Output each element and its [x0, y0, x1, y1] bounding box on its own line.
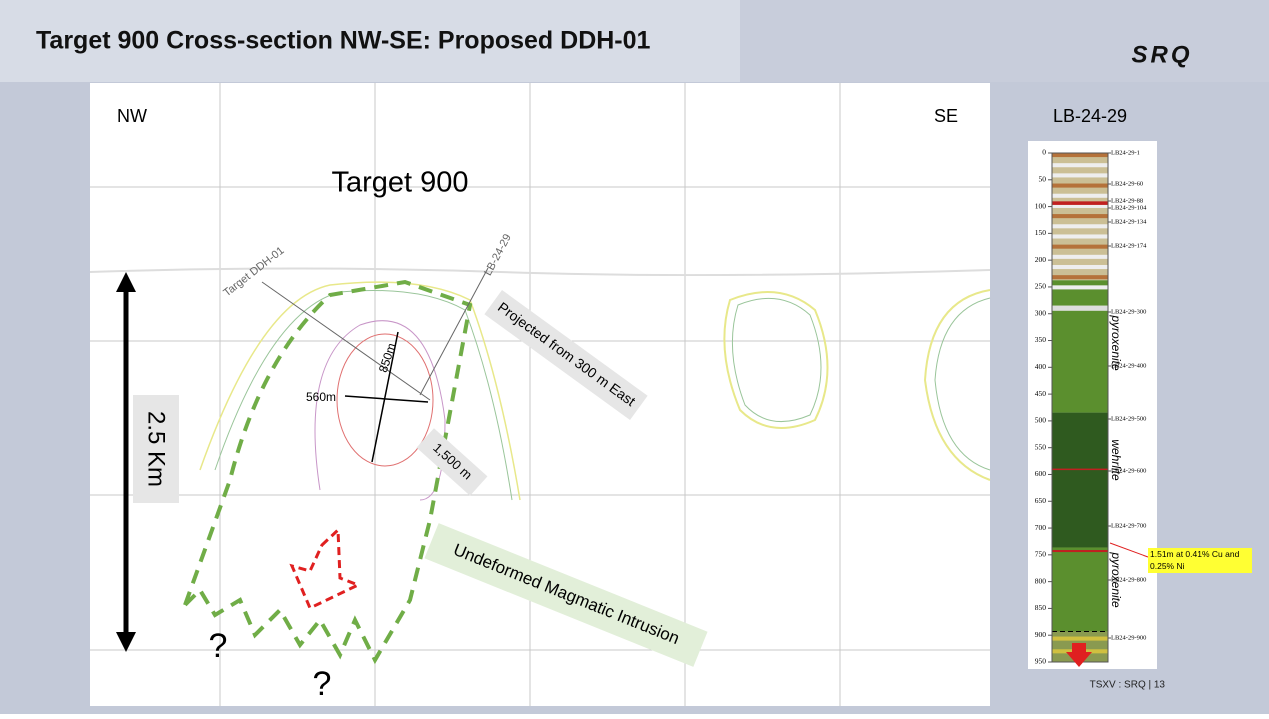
sample-label: LB24-29-134	[1111, 218, 1147, 225]
log-layer	[1052, 547, 1108, 632]
log-column: 0 50 100 150 200 250 300 350 400 450 500 550 600 650 7…	[1035, 148, 1147, 666]
log-layer	[1052, 264, 1108, 270]
log-layer	[1052, 244, 1108, 249]
contour	[934, 297, 991, 471]
depth-label: 150	[1035, 228, 1047, 237]
log-layer	[1052, 183, 1108, 188]
intercept-note: 1.51m at 0.41% Cu and 0.25% Ni	[1150, 549, 1240, 571]
section-panel	[90, 83, 990, 706]
sample-label: LB24-29-700	[1111, 522, 1146, 529]
log-layer	[1052, 305, 1108, 311]
scale-label: 2.5 Km	[143, 411, 170, 487]
log-layer	[1052, 163, 1108, 168]
contour	[336, 333, 434, 467]
depth-label: 200	[1035, 255, 1047, 264]
unit-label: pyroxenite	[1109, 314, 1123, 371]
sample-label: LB24-29-800	[1111, 576, 1146, 583]
log-layer	[1052, 224, 1108, 229]
drill-trace	[419, 267, 489, 396]
intercept-pointer	[1109, 542, 1149, 558]
depth-label: 750	[1035, 550, 1047, 559]
scale-box	[133, 395, 179, 503]
scale-arrowhead	[116, 272, 136, 292]
depth-label: 950	[1035, 657, 1047, 666]
depth-label: 350	[1035, 335, 1047, 344]
log-layer	[1052, 550, 1108, 553]
sample-label: LB24-29-600	[1111, 467, 1146, 474]
title: Target 900 Cross-section NW-SE: Proposed…	[36, 27, 651, 55]
log-layer	[1052, 275, 1108, 280]
depth-label: 300	[1035, 308, 1047, 317]
log-layer	[1052, 280, 1108, 306]
contour	[923, 289, 991, 481]
continue-arrow	[1066, 643, 1092, 667]
log-layer	[1052, 201, 1108, 205]
log-layer	[1052, 412, 1108, 548]
log-layer	[1052, 214, 1108, 219]
log-layer	[1052, 153, 1108, 158]
log-layer	[1052, 310, 1108, 413]
log-layer	[1052, 254, 1108, 259]
sample-label: LB24-29-300	[1111, 308, 1146, 315]
unit-label: pyroxenite	[1109, 551, 1123, 608]
sample-label: LB24-29-400	[1111, 362, 1146, 369]
unit-label: wehrlite	[1109, 439, 1123, 481]
unknown-mark: ?	[209, 627, 228, 665]
log-layer	[1052, 203, 1108, 208]
nw-label: NW	[117, 106, 147, 126]
dimension-arrows	[344, 331, 429, 463]
depth-label: 550	[1035, 442, 1047, 451]
depth-label: 250	[1035, 282, 1047, 291]
log-layer	[1052, 173, 1108, 178]
depth-label: 900	[1035, 630, 1047, 639]
log-layer	[1052, 636, 1108, 641]
contour	[214, 290, 513, 501]
sample-label: LB24-29-104	[1111, 204, 1147, 211]
target-label: Target 900	[331, 167, 468, 199]
depth-label: 50	[1039, 175, 1047, 184]
sample-label: LB24-29-900	[1111, 634, 1146, 641]
drill-trace	[261, 281, 431, 401]
sample-label: LB24-29-500	[1111, 415, 1146, 422]
topography	[89, 267, 991, 277]
cross-section: Projected from 300 m East Undeformed Mag…	[89, 83, 991, 706]
depth-label: 450	[1035, 389, 1047, 398]
contour	[723, 291, 829, 429]
log-layer	[1052, 193, 1108, 198]
sample-label: LB24-29-88	[1111, 197, 1143, 204]
target-arrow	[289, 526, 362, 611]
depth-label: 850	[1035, 603, 1047, 612]
footer: TSXV : SRQ | 13	[1090, 680, 1166, 691]
contour	[731, 297, 822, 422]
depth-label: 650	[1035, 496, 1047, 505]
sample-label: LB24-29-60	[1111, 180, 1143, 187]
depth-label: 800	[1035, 576, 1047, 585]
depth-label: 700	[1035, 523, 1047, 532]
unknown-mark: ?	[313, 665, 332, 703]
log-title: LB-24-29	[1053, 106, 1127, 126]
logo: SRQ	[1131, 41, 1192, 68]
log-layer	[1052, 285, 1108, 290]
depth-label: 600	[1035, 469, 1047, 478]
depth-label: 400	[1035, 362, 1047, 371]
intrusion-outline	[183, 279, 473, 665]
header-band	[0, 0, 1269, 82]
log-layer	[1052, 234, 1108, 239]
se-label: SE	[934, 106, 958, 126]
sample-label: LB24-29-174	[1111, 242, 1147, 249]
sample-label: LB24-29-1	[1111, 149, 1140, 156]
depth-label: 500	[1035, 416, 1047, 425]
title-band	[0, 0, 740, 82]
scale-arrowhead	[116, 632, 136, 652]
log-layer	[1052, 468, 1108, 471]
intercept-box	[1148, 548, 1252, 573]
depth-label: 0	[1042, 148, 1046, 157]
depth-label: 100	[1035, 201, 1047, 210]
section-grid	[90, 83, 990, 706]
dim-horizontal: 560m	[306, 390, 336, 404]
